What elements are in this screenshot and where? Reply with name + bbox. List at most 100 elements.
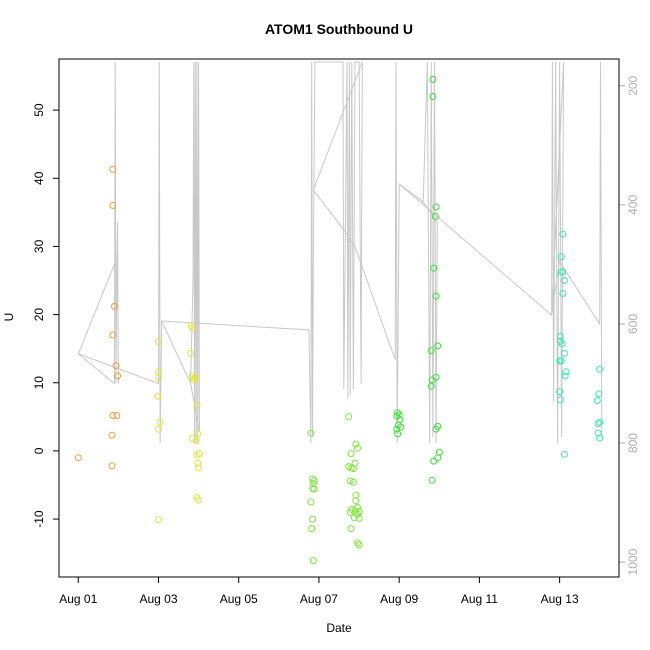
data-point [74,454,82,462]
data-point [430,457,438,465]
data-point [431,212,439,220]
data-point [310,485,318,493]
y2-tick-label: 600 [626,314,640,334]
x-tick-label: Aug 07 [300,592,338,606]
data-point [350,514,358,522]
plot-frame [58,58,620,578]
data-point [562,368,570,376]
data-point [155,338,162,346]
data-point [195,496,203,504]
data-point [155,373,162,381]
data-point [345,413,353,421]
data-point [187,322,195,329]
data-point [557,357,565,365]
data-point [355,541,363,549]
data-point [108,431,116,439]
data-point [191,373,199,381]
y2-tick-label: 400 [626,195,640,215]
data-point [113,412,121,419]
data-point [355,514,363,522]
data-point [352,497,360,505]
data-point [349,465,357,473]
data-point [595,390,603,398]
pressure-overlay [77,61,603,444]
data-point [394,430,402,438]
x-tick-label: Aug 01 [59,592,97,606]
data-point [560,450,568,458]
data-point [109,165,117,173]
x-axis-label: Date [326,621,352,635]
y-tick-label: 0 [32,447,46,454]
data-point [188,435,196,443]
y-tick-label: -10 [32,510,46,528]
data-point [309,557,317,565]
x-tick-label: Aug 09 [380,592,418,606]
data-point [561,372,569,380]
data-point [112,362,120,370]
x-tick-label: Aug 03 [139,592,177,606]
data-point [109,412,117,419]
pressure-track-line [77,61,603,444]
data-point [192,437,200,445]
data-point [156,418,164,426]
data-point [557,253,565,261]
data-point [309,475,316,483]
data-point [393,425,401,433]
data-point [559,290,567,297]
y2-tick-label: 800 [626,433,640,453]
data-point [428,476,436,484]
x-tick-label: Aug 11 [461,592,498,606]
data-point [594,420,602,428]
data-point [556,332,564,340]
data-point [346,477,354,485]
data-point [307,429,315,437]
data-point [429,75,437,83]
data-point [349,478,357,486]
data-point [346,508,354,516]
data-point [354,444,361,452]
data-point [109,202,117,209]
y2-tick-label: 200 [626,75,640,95]
data-point [429,93,437,100]
data-point [596,365,604,373]
data-point [430,264,438,272]
y-tick-label: 40 [32,171,46,185]
data-point [559,230,567,238]
y-tick-label: 10 [32,376,46,390]
data-point [596,434,604,442]
y-tick-label: 20 [32,308,46,322]
data-point [432,203,440,211]
y2-tick-label: 1000 [626,548,640,575]
x-tick-label: Aug 13 [541,592,579,606]
y-tick-label: 30 [32,239,46,253]
data-points [74,75,604,565]
chart-title: ATOM1 Southbound U [265,21,413,37]
data-point [154,392,162,400]
data-point [352,440,360,448]
data-point [427,382,435,390]
x-tick-label: Aug 05 [220,592,258,606]
data-point [594,429,602,437]
data-point [309,515,316,523]
data-point [347,450,355,458]
data-point [155,425,162,433]
data-point [354,539,361,547]
data-point [434,342,442,350]
y-axis: -10 0 10 20 30 40 50 [32,103,59,528]
data-point [560,277,568,284]
data-point [434,454,442,462]
data-point [397,423,405,431]
data-point [593,397,601,404]
data-point [556,388,564,396]
data-point [556,396,564,404]
data-point [194,430,202,438]
x-axis: Aug 01 Aug 03 Aug 05 Aug 07 Aug 09 Aug 11 Aug … [59,577,579,606]
data-point [155,516,162,524]
data-point [432,292,440,300]
data-point [108,462,116,470]
y-tick-label: 50 [32,103,46,117]
data-point [432,373,440,381]
data-point [193,401,201,409]
